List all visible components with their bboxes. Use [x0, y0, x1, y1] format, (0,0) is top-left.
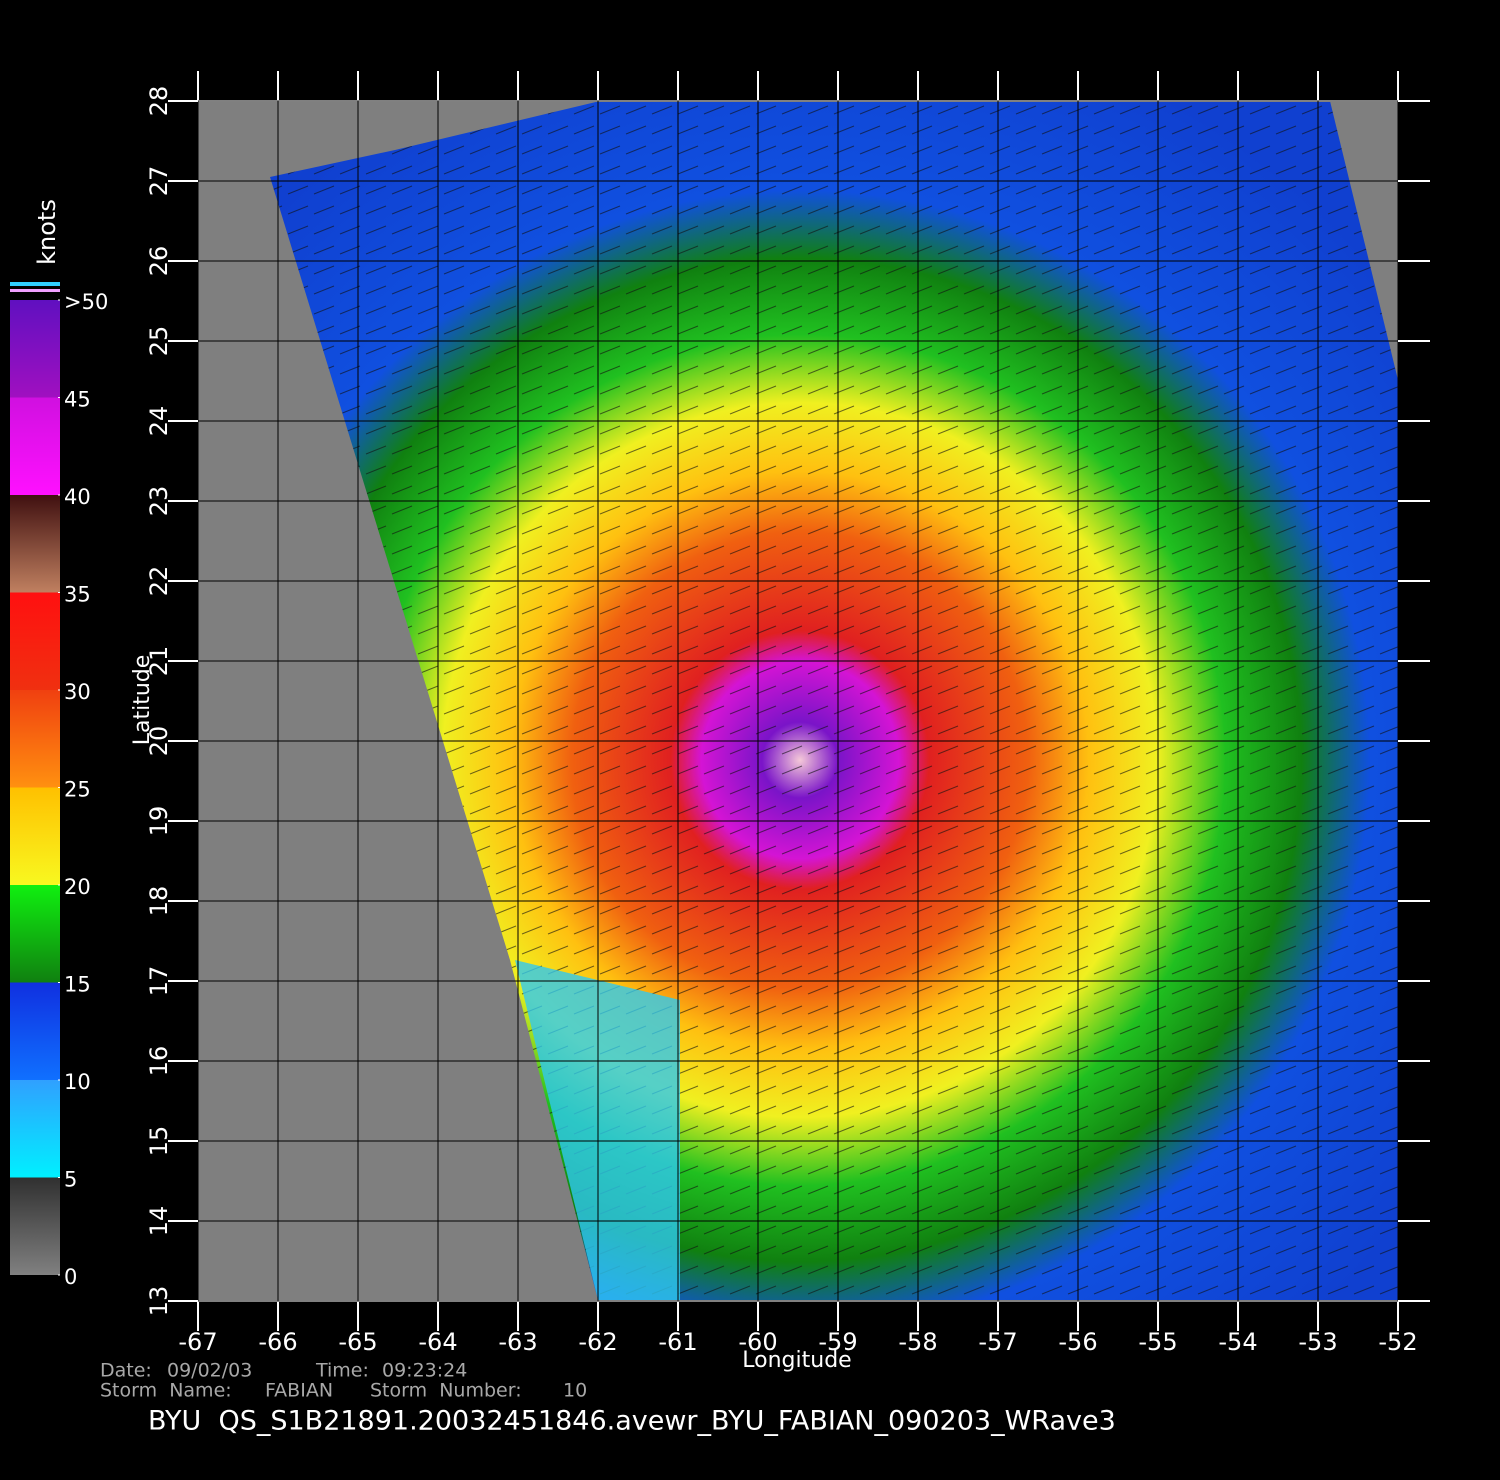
x-axis-label: Longitude [742, 1348, 851, 1373]
colorbar-segment [10, 397, 60, 495]
colorbar-segment [10, 787, 60, 885]
colorbar-tick-label: 0 [64, 1265, 77, 1289]
x-tick-label: -53 [1298, 1328, 1337, 1356]
y-tick-label: 25 [145, 326, 173, 357]
x-tick-label: -57 [978, 1328, 1017, 1356]
product-name: BYU QS_S1B21891.20032451846.avewr_BYU_FA… [148, 1406, 1116, 1437]
y-axis-label: Latitude [130, 655, 155, 746]
colorbar-segment [10, 1080, 60, 1178]
y-tick-label: 20 [145, 726, 173, 757]
colorbar-segment [10, 495, 60, 593]
x-tick-label: -60 [738, 1328, 777, 1356]
colorbar-tick-label: 25 [64, 778, 91, 802]
date: 09/02/03 [167, 1360, 252, 1382]
colorbar-tick-label: 30 [64, 680, 91, 704]
y-tick-label: 28 [145, 86, 173, 117]
y-tick-label: 24 [145, 406, 173, 437]
colorbar-segment [10, 982, 60, 1080]
y-tick-label: 22 [145, 566, 173, 597]
colorbar-tick-label: 40 [64, 485, 91, 509]
y-tick-label: 27 [145, 166, 173, 197]
colorbar-tick-label: 10 [64, 1070, 91, 1094]
x-tick-label: -62 [578, 1328, 617, 1356]
y-tick-label: 18 [145, 886, 173, 917]
y-tick-label: 21 [145, 646, 173, 677]
colorbar-segment [10, 592, 60, 690]
x-tick-label: -63 [498, 1328, 537, 1356]
colorbar-tick-label: 20 [64, 875, 91, 899]
colorbar-tick-label: 5 [64, 1168, 77, 1192]
y-tick-label: 17 [145, 966, 173, 997]
time: 09:23:24 [382, 1360, 467, 1382]
storm-name: FABIAN [265, 1380, 333, 1402]
x-tick-label: -55 [1138, 1328, 1177, 1356]
colorbar-tick-label: 45 [64, 388, 91, 412]
time-label: Time: [315, 1360, 369, 1382]
x-tick-label: -54 [1218, 1328, 1257, 1356]
date-label: Date: [100, 1360, 152, 1382]
y-tick-label: 13 [145, 1286, 173, 1317]
storm-number-label: Storm Number: [370, 1380, 522, 1402]
y-tick-label: 19 [145, 806, 173, 837]
x-tick-label: -59 [818, 1328, 857, 1356]
colorbar-cap [10, 289, 60, 292]
colorbar-tick-label: >50 [64, 290, 108, 314]
y-tick-label: 26 [145, 246, 173, 277]
x-tick-label: -65 [338, 1328, 377, 1356]
y-tick-label: 16 [145, 1046, 173, 1077]
colorbar-cap [10, 282, 60, 286]
colorbar: 0 5 10 15 20 25 30 35 40 45 >50 [10, 282, 108, 1289]
grid: -67 -66 -65 -64 -63 -62 -61 -60 -59 -58 -57 -56 -55 -… [145, 71, 1430, 1356]
x-tick-label: -58 [898, 1328, 937, 1356]
y-tick-label: 23 [145, 486, 173, 517]
x-tick-label: -66 [258, 1328, 297, 1356]
colorbar-tick-label: 15 [64, 973, 91, 997]
colorbar-segment [10, 885, 60, 983]
y-tick-label: 14 [145, 1206, 173, 1237]
colorbar-tick-label: 35 [64, 583, 91, 607]
storm-name-label: Storm Name: [100, 1380, 232, 1402]
colorbar-segment [10, 690, 60, 788]
x-tick-label: -52 [1378, 1328, 1417, 1356]
colorbar-segment [10, 300, 60, 398]
storm-number: 10 [563, 1380, 587, 1402]
x-tick-label: -67 [178, 1328, 217, 1356]
colorbar-segment [10, 1177, 60, 1275]
colorbar-title: knots [33, 199, 61, 265]
x-tick-label: -61 [658, 1328, 697, 1356]
y-tick-label: 15 [145, 1126, 173, 1157]
x-tick-label: -64 [418, 1328, 457, 1356]
x-tick-label: -56 [1058, 1328, 1097, 1356]
